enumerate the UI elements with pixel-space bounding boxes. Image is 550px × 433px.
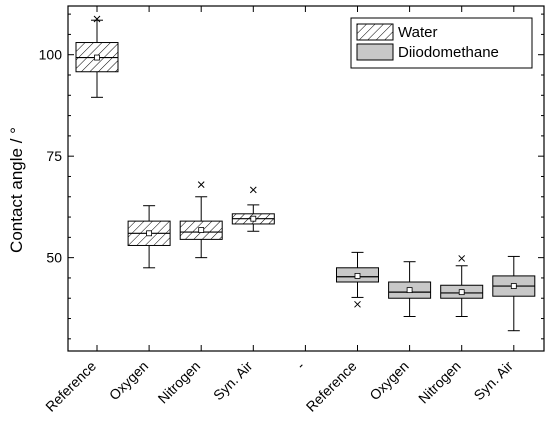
x-tick-label: Nitrogen [155,358,204,407]
outlier-marker [249,186,257,194]
mean-marker [354,273,361,279]
box [179,181,223,259]
mean-marker [510,283,517,289]
legend-swatch [356,23,394,41]
plot-frame [67,5,545,352]
box [127,205,171,269]
box [75,15,119,98]
mean-marker [250,215,257,222]
x-tick-label: Nitrogen [415,358,464,407]
mean-marker [458,289,465,296]
y-axis: 50 75 100 [39,13,544,340]
outlier-marker [458,255,466,262]
y-tick-label: 100 [39,47,63,63]
outlier-marker [93,15,101,23]
x-tick-label: Reference [303,358,360,415]
mean-marker [406,287,413,294]
legend-label: Diiodomethane [398,44,499,61]
mean-marker [146,230,153,237]
y-tick-label: 75 [46,148,62,164]
mean-marker [94,54,100,61]
legend: Water Diiodomethane [350,17,533,69]
x-tick-label: - [293,358,308,373]
box [492,255,536,332]
box [388,261,432,317]
legend-label: Water [398,24,437,41]
y-tick-label: 50 [46,250,62,266]
box [440,255,484,317]
legend-swatch [356,43,394,61]
box [231,186,275,232]
outlier-marker [354,300,361,308]
y-axis-title: Contact angle / ° [7,127,26,253]
outlier-marker [197,181,205,188]
x-tick-label: Syn. Air [470,358,516,404]
mean-marker [198,227,205,233]
x-tick-label: Reference [42,358,99,415]
x-tick-label: Syn. Air [210,358,256,404]
x-tick-label: Oxygen [106,358,151,403]
box [336,251,379,308]
box-series [75,15,536,332]
x-tick-label: Oxygen [366,358,411,403]
